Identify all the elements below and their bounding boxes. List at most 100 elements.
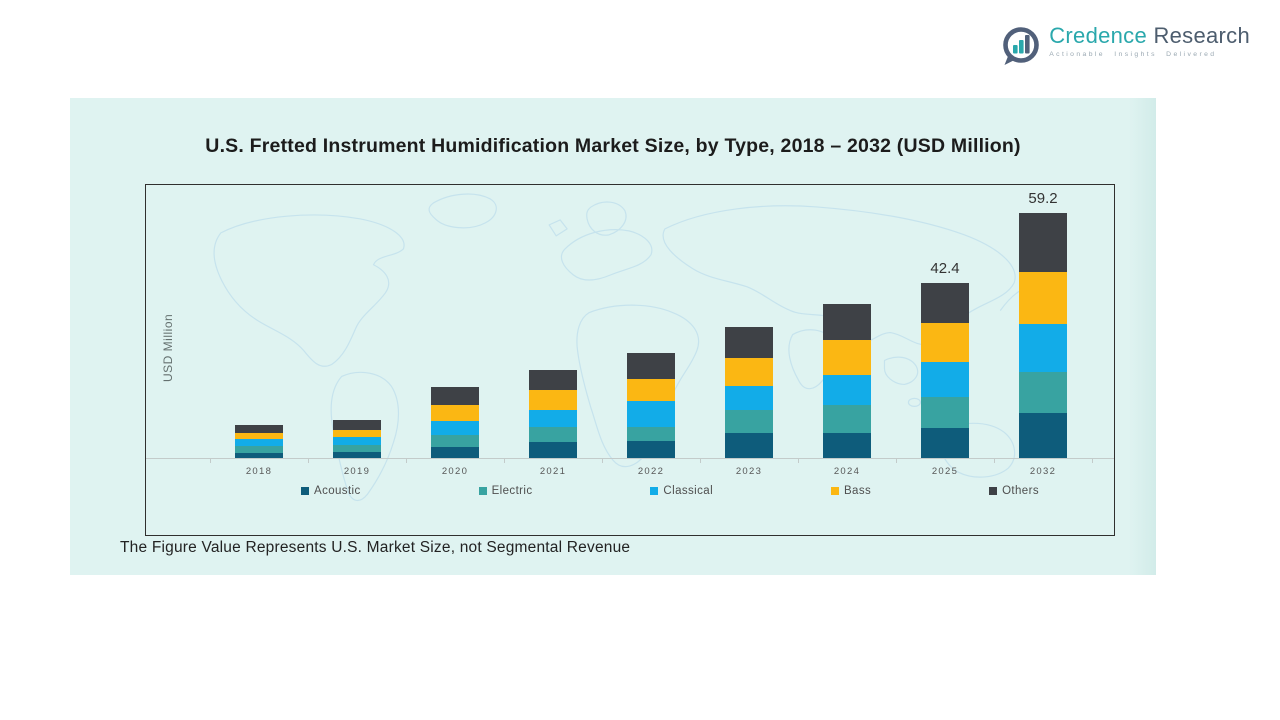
- x-axis-tick: [700, 459, 701, 463]
- bar-segment-others-2024: [823, 304, 871, 341]
- bar-segment-acoustic-2022: [627, 440, 675, 459]
- plot-box: USD Million 42.4 59.2 2018 2019 2020 2021 202…: [145, 184, 1115, 536]
- bar-segment-others-2022: [627, 353, 675, 380]
- x-tick-label-2020: 2020: [441, 466, 469, 477]
- bar-segment-classical-2018: [235, 438, 283, 447]
- bar-segment-others-2025: [921, 283, 969, 324]
- bar-segment-electric-2021: [529, 427, 577, 443]
- bar-2023: [725, 327, 773, 459]
- legend: Acoustic Electric Classical Bass Others: [301, 485, 1039, 497]
- x-axis-tick: [602, 459, 603, 463]
- bar-segment-bass-2023: [725, 358, 773, 386]
- bar-segment-classical-2032: [1019, 323, 1067, 372]
- bar-2024: [823, 304, 871, 459]
- legend-item-bass: Bass: [830, 485, 872, 497]
- x-axis-tick: [896, 459, 897, 463]
- bar-segment-classical-2024: [823, 374, 871, 406]
- x-axis-tick: [1092, 459, 1093, 463]
- x-axis-tick: [994, 459, 995, 463]
- bar-segment-electric-2023: [725, 409, 773, 433]
- legend-item-others: Others: [989, 485, 1039, 497]
- value-label-2032: 59.2: [1028, 190, 1058, 208]
- legend-swatch-electric: [478, 487, 487, 495]
- legend-label-classical: Classical: [663, 485, 714, 497]
- x-tick-label-2018: 2018: [245, 466, 273, 477]
- x-tick-label-2032: 2032: [1029, 466, 1057, 477]
- bar-segment-acoustic-2032: [1019, 412, 1067, 459]
- bar-segment-others-2032: [1019, 213, 1067, 272]
- bar-segment-bass-2022: [627, 379, 675, 402]
- value-label-2025: 42.4: [930, 260, 960, 278]
- bar-segment-others-2021: [529, 369, 577, 390]
- bar-chart-bubble-icon: [1003, 27, 1040, 65]
- legend-label-others: Others: [1002, 485, 1039, 497]
- x-axis-tick: [406, 459, 407, 463]
- logo-text: Credence Research Actionable Insights De…: [1049, 23, 1250, 59]
- x-axis-tick: [308, 459, 309, 463]
- bar-segment-bass-2021: [529, 389, 577, 411]
- legend-swatch-bass: [830, 487, 839, 495]
- bar-segment-classical-2020: [431, 420, 479, 435]
- bars-layer: 42.4 59.2: [146, 185, 1114, 459]
- legend-item-classical: Classical: [650, 485, 713, 497]
- bar-2025: [921, 283, 969, 459]
- bar-segment-classical-2022: [627, 401, 675, 427]
- x-tick-label-2021: 2021: [539, 466, 567, 477]
- legend-label-acoustic: Acoustic: [314, 485, 361, 497]
- footnote: The Figure Value Represents U.S. Market …: [120, 539, 631, 556]
- x-axis-line: [146, 458, 1114, 459]
- bar-2019: [333, 419, 381, 459]
- legend-label-electric: Electric: [491, 485, 533, 497]
- bar-2021: [529, 369, 577, 459]
- bar-2032: [1019, 213, 1067, 459]
- logo: Credence Research Actionable Insights De…: [998, 23, 1250, 68]
- bar-segment-classical-2023: [725, 385, 773, 410]
- bar-2020: [431, 387, 479, 459]
- bar-segment-acoustic-2023: [725, 432, 773, 459]
- legend-item-acoustic: Acoustic: [301, 485, 361, 497]
- x-tick-label-2025: 2025: [931, 466, 959, 477]
- bar-segment-electric-2018: [235, 446, 283, 453]
- brand-credence: Credence: [1049, 23, 1148, 48]
- bar-segment-classical-2021: [529, 410, 577, 428]
- bar-segment-others-2020: [431, 387, 479, 406]
- legend-label-bass: Bass: [843, 485, 872, 497]
- bar-segment-acoustic-2025: [921, 428, 969, 459]
- bar-segment-classical-2019: [333, 437, 381, 445]
- bar-segment-others-2018: [235, 424, 283, 433]
- x-axis-tick: [798, 459, 799, 463]
- bar-segment-electric-2022: [627, 426, 675, 441]
- x-axis-tick: [504, 459, 505, 463]
- bar-segment-others-2023: [725, 327, 773, 359]
- legend-swatch-classical: [650, 487, 659, 495]
- bar-segment-electric-2020: [431, 434, 479, 448]
- bar-segment-acoustic-2018: [235, 452, 283, 459]
- bar-segment-bass-2020: [431, 405, 479, 421]
- bar-2022: [627, 353, 675, 459]
- chart-title: U.S. Fretted Instrument Humidification M…: [205, 135, 1021, 157]
- bar-segment-bass-2019: [333, 430, 381, 438]
- bar-segment-bass-2025: [921, 323, 969, 363]
- legend-item-electric: Electric: [478, 485, 533, 497]
- chart-panel: U.S. Fretted Instrument Humidification M…: [70, 98, 1156, 575]
- legend-swatch-others: [989, 487, 998, 495]
- brand-name: Credence Research: [1049, 23, 1250, 48]
- x-axis-tick: [210, 459, 211, 463]
- bar-segment-bass-2032: [1019, 271, 1067, 324]
- brand-research: Research: [1153, 23, 1250, 48]
- bar-segment-acoustic-2019: [333, 452, 381, 459]
- brand-tagline: Actionable Insights Delivered: [1049, 51, 1217, 59]
- bar-segment-bass-2018: [235, 432, 283, 439]
- bar-segment-acoustic-2020: [431, 447, 479, 459]
- bar-segment-bass-2024: [823, 340, 871, 375]
- bar-segment-electric-2032: [1019, 371, 1067, 413]
- x-tick-label-2023: 2023: [735, 466, 763, 477]
- legend-swatch-acoustic: [301, 487, 309, 495]
- bar-segment-electric-2024: [823, 405, 871, 433]
- bar-segment-classical-2025: [921, 362, 969, 397]
- bar-segment-acoustic-2024: [823, 432, 871, 459]
- bar-segment-others-2019: [333, 419, 381, 431]
- x-tick-label-2019: 2019: [343, 466, 371, 477]
- bar-segment-electric-2019: [333, 444, 381, 453]
